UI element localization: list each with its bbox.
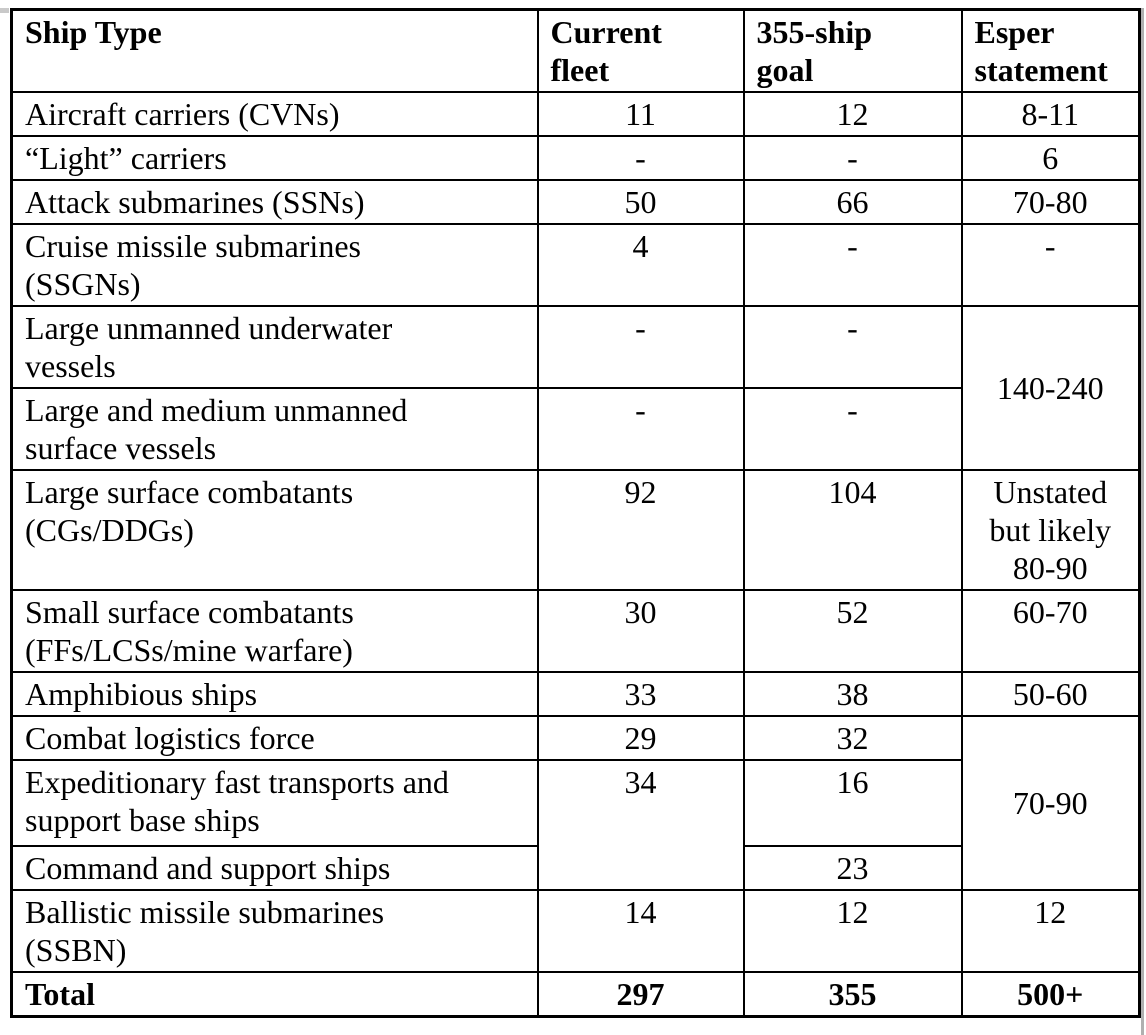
row-small-surface-combatants: Small surface combatants (FFs/LCSs/mine … — [10, 589, 1141, 673]
cell-total-label: Total — [10, 971, 539, 1018]
cell-current-fleet: 30 — [536, 589, 745, 673]
cell-esper: 70-80 — [960, 179, 1141, 225]
cell-355-goal: 66 — [742, 179, 963, 225]
cell-esper: 50-60 — [960, 671, 1141, 717]
cell-current-fleet: 4 — [536, 223, 745, 307]
cell-355-goal: - — [742, 223, 963, 307]
cell-label: Ballistic missile submarines (SSBN) — [10, 889, 539, 973]
row-combat-logistics-force: Combat logistics force 29 32 70-90 — [10, 715, 1141, 891]
row-expeditionary-fast-transports: Expeditionary fast transports and suppor… — [10, 759, 1140, 891]
cell-esper: - — [960, 223, 1141, 307]
cell-current-fleet: - — [536, 387, 745, 471]
ship-count-table: Ship Type Current fleet 355-ship goal Es… — [10, 8, 1141, 1018]
cell-label: Large and medium unmanned surface vessel… — [10, 387, 539, 471]
row-cruise-missile-submarines: Cruise missile submarines (SSGNs) 4 - - — [10, 223, 1141, 307]
cell-current-fleet: 33 — [536, 671, 745, 717]
row-large-surface-combatants: Large surface combatants (CGs/DDGs) 92 1… — [10, 469, 1141, 591]
header-current-fleet: Current fleet — [536, 8, 745, 93]
header-355-ship-goal: 355-ship goal — [742, 8, 963, 93]
cell-label: “Light” carriers — [10, 135, 539, 181]
cell-355-goal: 23 — [742, 845, 963, 891]
cell-current-fleet: 11 — [536, 91, 745, 137]
cell-355-goal: - — [742, 135, 963, 181]
cell-current-fleet-merged: 34 — [536, 759, 745, 891]
cell-355-goal: 12 — [742, 889, 963, 973]
row-total: Total 297 355 500+ — [10, 971, 1141, 1018]
cell-355-goal: - — [742, 305, 963, 389]
cell-current-fleet: - — [536, 135, 745, 181]
cell-esper: 8-11 — [960, 91, 1141, 137]
row-aircraft-carriers: Aircraft carriers (CVNs) 11 12 8-11 — [10, 91, 1141, 137]
cell-label: Aircraft carriers (CVNs) — [10, 91, 539, 137]
cell-355-goal: 16 — [742, 759, 963, 847]
cell-355-goal: 32 — [742, 715, 963, 761]
cell-355-goal: 52 — [742, 589, 963, 673]
cell-total-current-fleet: 297 — [536, 971, 745, 1018]
cell-label: Large unmanned underwater vessels — [10, 305, 539, 389]
cell-esper: 12 — [960, 889, 1141, 973]
row-light-carriers: “Light” carriers - - 6 — [10, 135, 1141, 181]
document-page: Ship Type Current fleet 355-ship goal Es… — [0, 8, 1146, 1035]
cell-label: Large surface combatants (CGs/DDGs) — [10, 469, 539, 591]
row-large-medium-unmanned-surface-vessels: Large and medium unmanned surface vessel… — [10, 387, 1140, 471]
cell-esper-merged-logistics: 70-90 — [960, 715, 1141, 891]
header-ship-type: Ship Type — [10, 8, 539, 93]
row-amphibious-ships: Amphibious ships 33 38 50-60 — [10, 671, 1141, 717]
cell-esper: Unstated but likely 80-90 — [960, 469, 1141, 591]
cell-355-goal: 12 — [742, 91, 963, 137]
cell-label: Small surface combatants (FFs/LCSs/mine … — [10, 589, 539, 673]
cell-label: Combat logistics force — [10, 715, 539, 761]
cell-current-fleet: - — [536, 305, 745, 389]
cell-label: Cruise missile submarines (SSGNs) — [10, 223, 539, 307]
cell-label: Amphibious ships — [10, 671, 539, 717]
cell-total-355-goal: 355 — [742, 971, 963, 1018]
row-command-and-support-ships: Command and support ships 23 — [10, 845, 1140, 891]
cell-esper-merged-unmanned: 140-240 — [960, 305, 1141, 471]
cell-current-fleet: 14 — [536, 889, 745, 973]
scan-artifact-top-left — [0, 8, 9, 13]
header-esper-statement: Esper statement — [960, 8, 1141, 93]
row-ballistic-missile-submarines: Ballistic missile submarines (SSBN) 14 1… — [10, 889, 1141, 973]
cell-label: Expeditionary fast transports and suppor… — [10, 759, 539, 847]
row-large-unmanned-underwater-vessels: Large unmanned underwater vessels - - 14… — [10, 305, 1141, 471]
cell-total-esper: 500+ — [960, 971, 1141, 1018]
cell-esper: 60-70 — [960, 589, 1141, 673]
cell-355-goal: 38 — [742, 671, 963, 717]
cell-355-goal: 104 — [742, 469, 963, 591]
cell-current-fleet: 50 — [536, 179, 745, 225]
cell-355-goal: - — [742, 387, 963, 471]
cell-label: Command and support ships — [10, 845, 539, 891]
cell-esper: 6 — [960, 135, 1141, 181]
cell-current-fleet: 29 — [536, 715, 745, 761]
cell-current-fleet: 92 — [536, 469, 745, 591]
scan-artifact-right-edge — [1141, 8, 1144, 1035]
header-row: Ship Type Current fleet 355-ship goal Es… — [10, 8, 1141, 93]
cell-label: Attack submarines (SSNs) — [10, 179, 539, 225]
row-attack-submarines: Attack submarines (SSNs) 50 66 70-80 — [10, 179, 1141, 225]
